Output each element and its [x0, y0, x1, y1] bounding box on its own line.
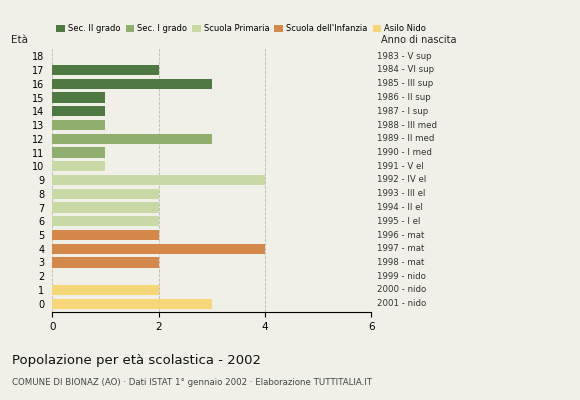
Bar [52, 92, 106, 103]
Text: 1996 - mat: 1996 - mat [377, 230, 424, 240]
Bar [52, 106, 106, 116]
Text: COMUNE DI BIONAZ (AO) · Dati ISTAT 1° gennaio 2002 · Elaborazione TUTTITALIA.IT: COMUNE DI BIONAZ (AO) · Dati ISTAT 1° ge… [12, 378, 372, 387]
Text: 1990 - I med: 1990 - I med [377, 148, 432, 157]
Bar [52, 65, 158, 75]
Bar [52, 188, 158, 199]
Text: 1988 - III med: 1988 - III med [377, 120, 437, 130]
Text: 1989 - II med: 1989 - II med [377, 134, 434, 143]
Text: 1991 - V el: 1991 - V el [377, 162, 423, 171]
Text: Anno di nascita: Anno di nascita [380, 35, 456, 45]
Bar [52, 147, 106, 158]
Bar [52, 175, 265, 185]
Text: 1992 - IV el: 1992 - IV el [377, 176, 426, 184]
Text: Età: Età [10, 35, 28, 45]
Bar [52, 202, 158, 213]
Text: 1985 - III sup: 1985 - III sup [377, 79, 433, 88]
Bar [52, 257, 158, 268]
Text: 1993 - III el: 1993 - III el [377, 189, 425, 198]
Text: 1984 - VI sup: 1984 - VI sup [377, 66, 434, 74]
Text: Popolazione per età scolastica - 2002: Popolazione per età scolastica - 2002 [12, 354, 260, 367]
Text: 1987 - I sup: 1987 - I sup [377, 107, 428, 116]
Bar [52, 134, 212, 144]
Bar [52, 120, 106, 130]
Bar [52, 230, 158, 240]
Text: 1983 - V sup: 1983 - V sup [377, 52, 432, 61]
Bar [52, 244, 265, 254]
Text: 1986 - II sup: 1986 - II sup [377, 93, 430, 102]
Bar [52, 298, 212, 309]
Text: 2001 - nido: 2001 - nido [377, 299, 426, 308]
Bar [52, 161, 106, 172]
Text: 1995 - I el: 1995 - I el [377, 217, 420, 226]
Bar [52, 216, 158, 226]
Text: 1998 - mat: 1998 - mat [377, 258, 424, 267]
Text: 2000 - nido: 2000 - nido [377, 286, 426, 294]
Legend: Sec. II grado, Sec. I grado, Scuola Primaria, Scuola dell'Infanzia, Asilo Nido: Sec. II grado, Sec. I grado, Scuola Prim… [56, 24, 426, 33]
Bar [52, 78, 212, 89]
Text: 1999 - nido: 1999 - nido [377, 272, 426, 281]
Text: 1997 - mat: 1997 - mat [377, 244, 424, 253]
Text: 1994 - II el: 1994 - II el [377, 203, 423, 212]
Bar [52, 285, 158, 295]
